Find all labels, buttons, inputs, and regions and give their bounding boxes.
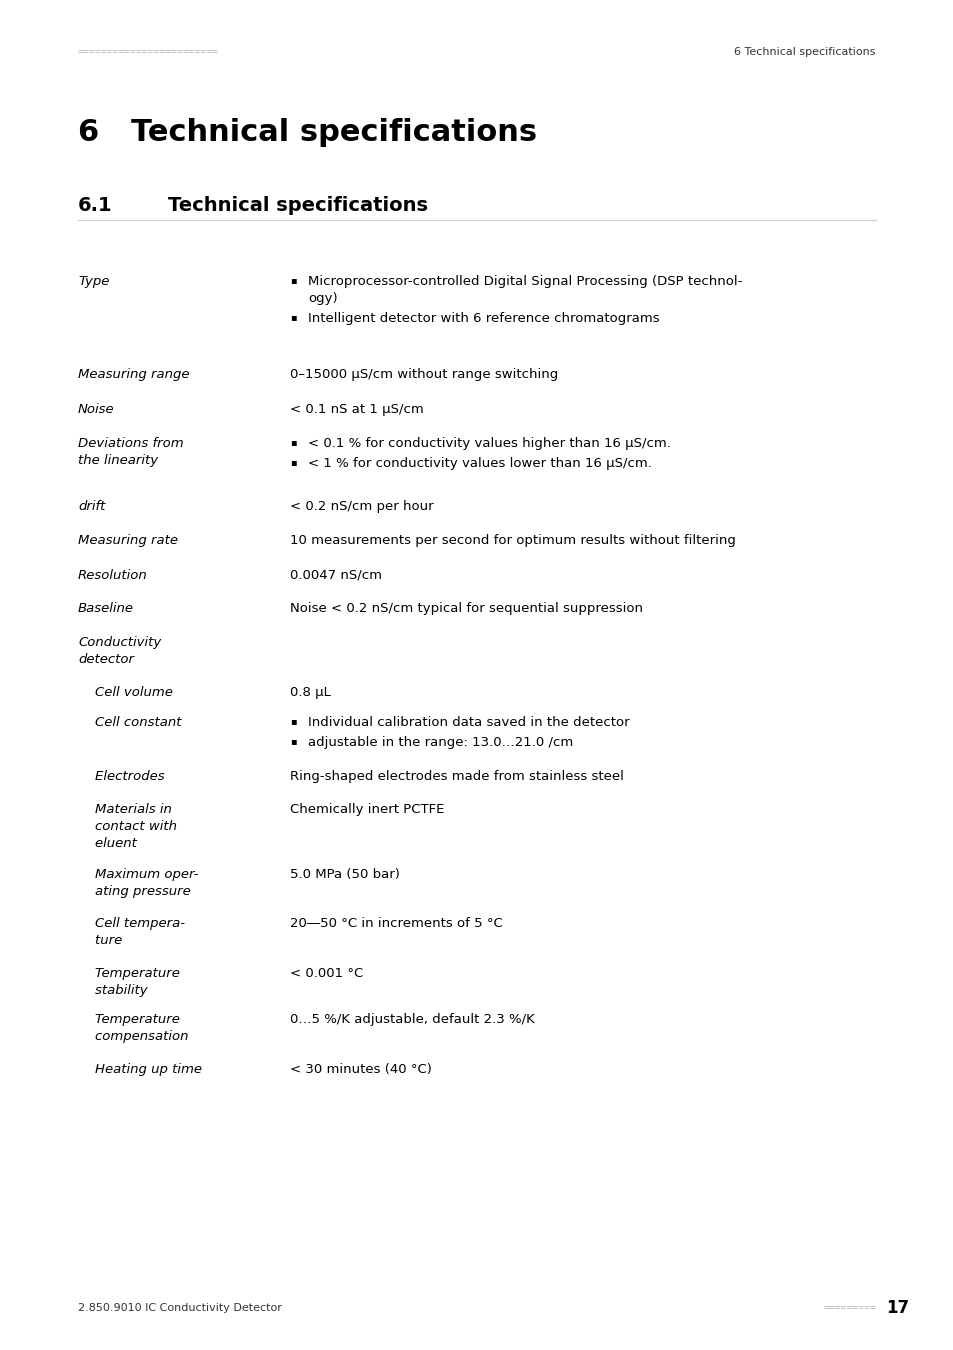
Text: Electrodes: Electrodes (78, 769, 165, 783)
Text: Measuring rate: Measuring rate (78, 535, 178, 547)
Text: drift: drift (78, 500, 105, 513)
Text: 0…5 %/K adjustable, default 2.3 %/K: 0…5 %/K adjustable, default 2.3 %/K (290, 1012, 535, 1026)
Text: < 0.001 °C: < 0.001 °C (290, 967, 363, 980)
Text: 17: 17 (885, 1299, 908, 1318)
Text: < 0.2 nS/cm per hour: < 0.2 nS/cm per hour (290, 500, 434, 513)
Text: stability: stability (78, 984, 148, 998)
Text: detector: detector (78, 653, 133, 666)
Text: 10 measurements per second for optimum results without filtering: 10 measurements per second for optimum r… (290, 535, 735, 547)
Text: 0–15000 μS/cm without range switching: 0–15000 μS/cm without range switching (290, 369, 558, 381)
Text: Individual calibration data saved in the detector: Individual calibration data saved in the… (308, 716, 629, 729)
Text: Measuring range: Measuring range (78, 369, 190, 381)
Text: ating pressure: ating pressure (78, 886, 191, 898)
Text: Temperature: Temperature (78, 967, 180, 980)
Text: Cell volume: Cell volume (78, 686, 172, 699)
Text: Technical specifications: Technical specifications (168, 196, 428, 215)
Text: ▪: ▪ (290, 275, 296, 285)
Text: Maximum oper-: Maximum oper- (78, 868, 198, 882)
Text: 20―50 °C in increments of 5 °C: 20―50 °C in increments of 5 °C (290, 917, 502, 930)
Text: 0.0047 nS/cm: 0.0047 nS/cm (290, 568, 381, 582)
Text: Cell tempera-: Cell tempera- (78, 917, 185, 930)
Text: Baseline: Baseline (78, 602, 133, 616)
Text: ========================: ======================== (78, 47, 219, 57)
Text: compensation: compensation (78, 1030, 189, 1044)
Text: the linearity: the linearity (78, 454, 158, 467)
Text: ▪: ▪ (290, 716, 296, 726)
Text: ▪: ▪ (290, 736, 296, 747)
Text: 5.0 MPa (50 bar): 5.0 MPa (50 bar) (290, 868, 399, 882)
Text: < 0.1 nS at 1 μS/cm: < 0.1 nS at 1 μS/cm (290, 404, 423, 416)
Text: Deviations from: Deviations from (78, 437, 183, 450)
Text: 6   Technical specifications: 6 Technical specifications (78, 117, 537, 147)
Text: Temperature: Temperature (78, 1012, 180, 1026)
Text: ▪: ▪ (290, 312, 296, 323)
Text: Noise: Noise (78, 404, 114, 416)
Text: ▪: ▪ (290, 437, 296, 447)
Text: 6 Technical specifications: 6 Technical specifications (734, 47, 875, 57)
Text: ▪: ▪ (290, 458, 296, 467)
Text: < 0.1 % for conductivity values higher than 16 μS/cm.: < 0.1 % for conductivity values higher t… (308, 437, 670, 450)
Text: Materials in: Materials in (78, 803, 172, 815)
Text: Cell constant: Cell constant (78, 716, 181, 729)
Text: ogy): ogy) (308, 292, 337, 305)
Text: contact with: contact with (78, 819, 177, 833)
Text: Resolution: Resolution (78, 568, 148, 582)
Text: eluent: eluent (78, 837, 136, 850)
Text: Conductivity: Conductivity (78, 636, 161, 649)
Text: Ring-shaped electrodes made from stainless steel: Ring-shaped electrodes made from stainle… (290, 769, 623, 783)
Text: Heating up time: Heating up time (78, 1062, 202, 1076)
Text: ture: ture (78, 934, 122, 946)
Text: =========: ========= (822, 1303, 875, 1314)
Text: Noise < 0.2 nS/cm typical for sequential suppression: Noise < 0.2 nS/cm typical for sequential… (290, 602, 642, 616)
Text: Chemically inert PCTFE: Chemically inert PCTFE (290, 803, 444, 815)
Text: adjustable in the range: 13.0…21.0 /cm: adjustable in the range: 13.0…21.0 /cm (308, 736, 573, 749)
Text: 0.8 μL: 0.8 μL (290, 686, 331, 699)
Text: Microprocessor-controlled Digital Signal Processing (DSP technol-: Microprocessor-controlled Digital Signal… (308, 275, 741, 288)
Text: < 30 minutes (40 °C): < 30 minutes (40 °C) (290, 1062, 432, 1076)
Text: 2.850.9010 IC Conductivity Detector: 2.850.9010 IC Conductivity Detector (78, 1303, 281, 1314)
Text: Type: Type (78, 275, 110, 288)
Text: 6.1: 6.1 (78, 196, 112, 215)
Text: < 1 % for conductivity values lower than 16 μS/cm.: < 1 % for conductivity values lower than… (308, 458, 651, 470)
Text: Intelligent detector with 6 reference chromatograms: Intelligent detector with 6 reference ch… (308, 312, 659, 325)
